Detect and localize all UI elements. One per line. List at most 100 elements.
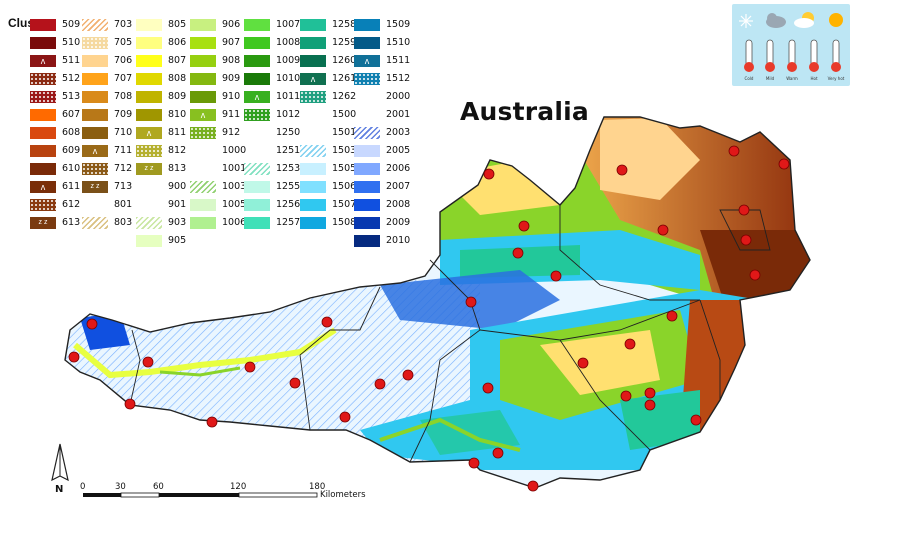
legend-swatch [300, 109, 326, 121]
legend-swatch [354, 109, 380, 121]
weather-icon-panel: Cold Mild Warm Hot Very hot [732, 4, 850, 86]
station-marker [289, 377, 301, 389]
legend-label: 906 [222, 19, 241, 30]
legend-label: 511 [62, 55, 81, 66]
legend-swatch [354, 19, 380, 31]
legend-label: 1011 [276, 91, 301, 102]
legend-label: 711 [114, 145, 133, 156]
station-marker [321, 316, 333, 328]
legend-label: 1258 [332, 19, 357, 30]
legend-label: 1501 [332, 127, 357, 138]
station-marker [527, 480, 539, 492]
station-marker [728, 145, 740, 157]
legend-label: 900 [168, 181, 187, 192]
caption-cold: Cold [745, 76, 754, 81]
legend-label: 1503 [332, 145, 357, 156]
legend-swatch [190, 91, 216, 103]
legend-label: 2000 [386, 91, 411, 102]
north-arrow [51, 443, 69, 482]
legend-swatch [30, 127, 56, 139]
legend-swatch: ʌ [136, 127, 162, 139]
station-marker [339, 411, 351, 423]
state-borders [129, 205, 771, 463]
legend-swatch: ʌ [30, 55, 56, 67]
legend-label: 809 [168, 91, 187, 102]
map-title: Australia [460, 97, 589, 126]
station-marker [512, 247, 524, 259]
station-marker [142, 356, 154, 368]
thermometer-icons [744, 39, 841, 72]
legend-swatch [190, 163, 216, 175]
legend-label: 610 [62, 163, 81, 174]
sun-icon [829, 13, 843, 27]
legend-swatch [136, 145, 162, 157]
legend-swatch [136, 181, 162, 193]
station-marker [749, 269, 761, 281]
legend-swatch [300, 217, 326, 229]
legend-label: 810 [168, 109, 187, 120]
scale-tick-60: 60 [153, 482, 164, 492]
legend-swatch [82, 127, 108, 139]
legend-label: 911 [222, 109, 241, 120]
legend-label: 807 [168, 55, 187, 66]
legend-swatch [300, 91, 326, 103]
legend-label: 707 [114, 73, 133, 84]
legend-swatch [244, 73, 270, 85]
legend-label: 2010 [386, 235, 411, 246]
station-marker [738, 204, 750, 216]
legend-swatch [190, 199, 216, 211]
station-marker [624, 338, 636, 350]
legend-label: 1000 [222, 145, 247, 156]
station-marker [657, 224, 669, 236]
legend-swatch [300, 55, 326, 67]
legend-label: 912 [222, 127, 241, 138]
station-marker [124, 398, 136, 410]
legend-label: 1253 [276, 163, 301, 174]
legend-swatch: ʌ [30, 181, 56, 193]
caption-warm: Warm [786, 76, 798, 81]
legend-label: 709 [114, 109, 133, 120]
legend-swatch: ʌ [82, 145, 108, 157]
caption-very-hot: Very hot [828, 76, 845, 81]
legend-swatch [136, 199, 162, 211]
north-label: N [55, 484, 64, 495]
legend-swatch [300, 19, 326, 31]
station-marker [778, 158, 790, 170]
cluster-legend: Clusters 509510ʌ511512513607608609610ʌ61… [0, 0, 460, 250]
legend-swatch [136, 109, 162, 121]
legend-swatch [190, 181, 216, 193]
station-marker [468, 457, 480, 469]
legend-label: 703 [114, 19, 133, 30]
legend-swatch [244, 163, 270, 175]
caption-hot: Hot [810, 76, 817, 81]
legend-label: 910 [222, 91, 241, 102]
scale-tick-30: 30 [115, 482, 126, 492]
legend-label: 812 [168, 145, 187, 156]
legend-swatch [30, 109, 56, 121]
legend-label: 1512 [386, 73, 411, 84]
sun-cloud-icon [794, 12, 814, 28]
legend-swatch [82, 73, 108, 85]
station-marker [483, 168, 495, 180]
legend-label: 1257 [276, 217, 301, 228]
legend-swatch [354, 73, 380, 85]
legend-label: 806 [168, 37, 187, 48]
legend-swatch [354, 37, 380, 49]
snowflake-icon [739, 14, 753, 28]
legend-label: 805 [168, 19, 187, 30]
caption-mild: Mild [766, 76, 775, 81]
legend-label: 1256 [276, 199, 301, 210]
legend-label: 1008 [276, 37, 301, 48]
legend-label: 2007 [386, 181, 411, 192]
station-marker [374, 378, 386, 390]
legend-label: 611 [62, 181, 81, 192]
legend-swatch [244, 37, 270, 49]
legend-swatch [244, 127, 270, 139]
legend-label: 905 [168, 235, 187, 246]
weather-illustration: Cold Mild Warm Hot Very hot [739, 12, 845, 81]
station-marker [550, 270, 562, 282]
legend-swatch [244, 19, 270, 31]
scale-tick-120: 120 [230, 482, 247, 492]
legend-label: 608 [62, 127, 81, 138]
legend-swatch: ʌ [300, 73, 326, 85]
